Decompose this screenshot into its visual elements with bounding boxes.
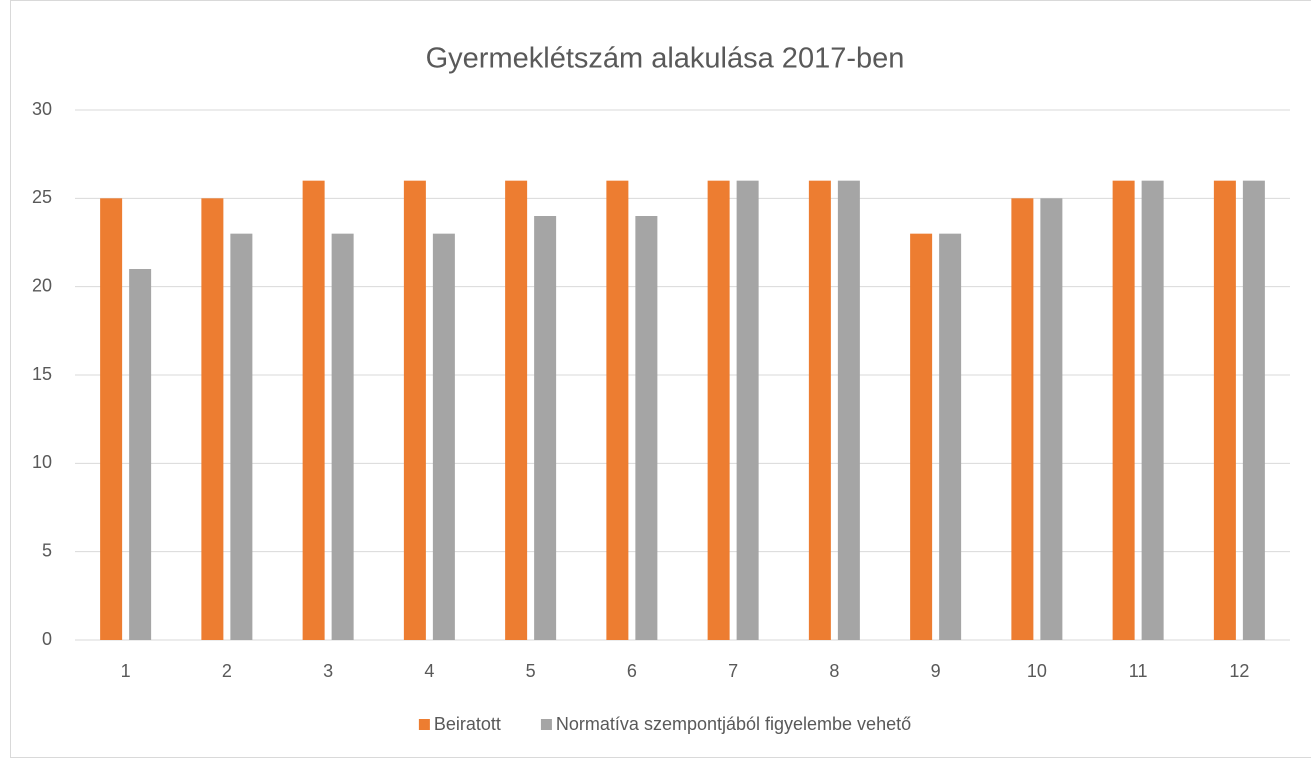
legend-swatch: [540, 719, 552, 730]
x-tick-label: 9: [931, 661, 941, 681]
bar: [736, 180, 759, 640]
y-tick-label: 10: [32, 452, 52, 472]
chart-title: Gyermeklétszám alakulása 2017-ben: [426, 43, 905, 75]
y-tick-label: 30: [32, 99, 52, 119]
bar: [129, 269, 152, 640]
bar: [1112, 180, 1135, 640]
x-tick-label: 5: [526, 661, 536, 681]
bar: [100, 198, 123, 641]
x-tick-label: 1: [121, 661, 131, 681]
bar: [1011, 198, 1034, 641]
bar: [230, 233, 253, 640]
x-tick-label: 11: [1129, 661, 1148, 681]
legend-label: Normatíva szempontjából figyelembe vehet…: [556, 714, 911, 734]
x-tick-label: 8: [829, 661, 839, 681]
y-tick-label: 25: [32, 187, 52, 207]
chart-border: [10, 0, 1311, 758]
bar: [1213, 180, 1236, 640]
x-tick-label: 10: [1027, 661, 1047, 681]
y-tick-label: 20: [32, 275, 52, 295]
legend-label: Beiratott: [434, 714, 501, 734]
bar: [331, 233, 354, 640]
bar: [505, 180, 528, 640]
bar: [534, 216, 557, 640]
bar: [302, 180, 325, 640]
y-tick-label: 5: [42, 540, 52, 560]
bar: [432, 233, 455, 640]
bar: [1242, 180, 1265, 640]
x-tick-label: 6: [627, 661, 637, 681]
bar: [1040, 198, 1063, 641]
x-tick-label: 2: [222, 661, 232, 681]
x-tick-label: 3: [323, 661, 333, 681]
bar: [837, 180, 860, 640]
bar: [707, 180, 730, 640]
bar: [1141, 180, 1164, 640]
bar: [635, 216, 658, 640]
bar: [606, 180, 629, 640]
y-tick-label: 0: [42, 629, 52, 649]
x-tick-label: 7: [728, 661, 738, 681]
x-tick-label: 4: [424, 661, 434, 681]
y-tick-label: 15: [32, 364, 52, 384]
bar: [808, 180, 831, 640]
bar: [910, 233, 933, 640]
bar: [201, 198, 224, 641]
bar: [939, 233, 962, 640]
x-tick-label: 12: [1229, 661, 1249, 681]
bar: [403, 180, 426, 640]
legend-swatch: [418, 719, 430, 730]
